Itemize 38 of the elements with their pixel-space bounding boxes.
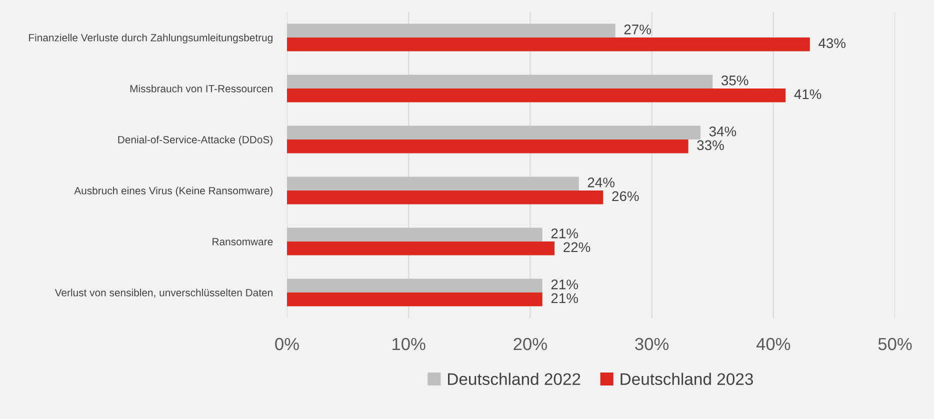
data-label: 22% — [564, 242, 590, 252]
data-label: 24% — [588, 178, 614, 188]
data-label: 21% — [551, 280, 578, 290]
legend-label: Deutschland 2022 — [448, 372, 580, 386]
y-tick-label: Missbrauch von IT-Ressourcen — [130, 84, 272, 92]
x-tick-label: 20% — [514, 338, 547, 350]
bar — [287, 228, 542, 242]
bar — [287, 74, 713, 88]
data-label: 34% — [709, 126, 736, 136]
data-label: 33% — [697, 140, 724, 150]
bar — [287, 190, 604, 204]
x-tick-label: 40% — [756, 338, 790, 350]
bar — [287, 176, 579, 190]
bar — [287, 24, 616, 38]
y-tick-label: Verlust von sensiblen, unverschlüsselten Daten — [54, 288, 272, 298]
y-tick-label: Denial-of-Service-Attacke (DDoS) — [118, 136, 272, 146]
y-tick-label: Finanzielle Verluste durch Zahlungsumleitungsbetrug — [29, 34, 272, 44]
data-label: 41% — [794, 89, 822, 100]
x-tick-label: 30% — [635, 338, 669, 350]
y-tick-label: Ausbruch eines Virus (Keine Ransomware) — [74, 186, 272, 196]
data-label: 35% — [721, 76, 748, 86]
bar — [287, 140, 688, 154]
x-tick-label: 50% — [878, 338, 912, 350]
bar — [287, 292, 542, 306]
data-label: 27% — [624, 24, 651, 34]
bar — [287, 278, 542, 292]
data-label: 43% — [818, 38, 846, 48]
bar — [287, 242, 555, 256]
bar — [287, 88, 786, 102]
legend-label: Deutschland 2023 — [620, 372, 753, 386]
bar — [287, 126, 700, 140]
data-label: 21% — [551, 293, 578, 304]
x-tick-label: 10% — [392, 338, 426, 350]
x-tick-label: 0% — [275, 338, 299, 350]
data-label: 21% — [551, 228, 578, 238]
bar — [287, 38, 810, 52]
data-label: 26% — [612, 191, 639, 202]
y-tick-label: Ransomware — [212, 238, 273, 246]
